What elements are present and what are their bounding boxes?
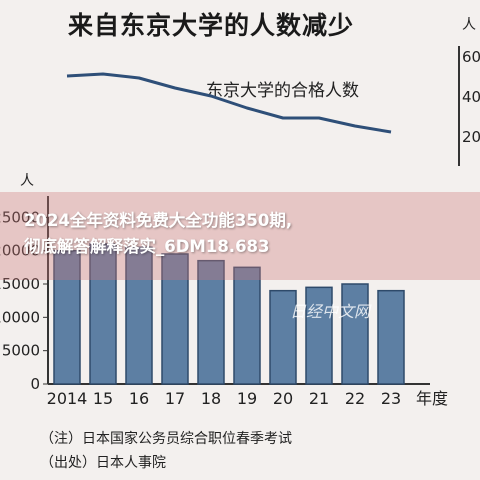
bar (89, 243, 117, 385)
x-axis-tick-label: 23 (381, 389, 401, 408)
x-axis-tick-label: 16 (129, 389, 149, 408)
bar (377, 289, 405, 385)
overlay-band (0, 192, 480, 280)
x-axis-unit: 年度 (416, 389, 448, 408)
logo-text: 日经中文网 (290, 302, 371, 321)
footnote-source: （出处）日本人事院 (40, 455, 166, 471)
line-series-label: 东京大学的合格人数 (206, 81, 359, 101)
bar (53, 249, 81, 385)
bar (305, 286, 333, 385)
left-axis-tick-label: 10000 (0, 308, 40, 326)
left-axis-tick-label: 0 (30, 375, 40, 393)
bar (125, 246, 153, 385)
footnote-note: （注）日本国家公务员综合职位春季考试 (40, 431, 292, 447)
left-axis-tick-label: 25000 (0, 208, 40, 226)
right-axis-tick: 60 (462, 48, 480, 66)
x-axis-tick-label: 20 (273, 389, 293, 408)
x-axis-tick-label: 22 (345, 389, 365, 408)
line-series (66, 72, 392, 134)
bar (269, 289, 297, 385)
bar (341, 283, 369, 385)
overlay-text: 2024全年资料免费大全功能350期, 彻底解答解释落实_6DM18.683 (24, 211, 293, 256)
chart-title: 来自东京大学的人数减少 (68, 11, 355, 40)
x-axis-tick-label: 18 (201, 389, 221, 408)
left-axis-tick-label: 5000 (2, 342, 40, 360)
right-axis-unit: 人 (462, 17, 476, 33)
x-axis-tick-label: 15 (93, 389, 113, 408)
left-axis-unit: 人 (20, 173, 34, 189)
left-axis-tick-label: 15000 (0, 275, 40, 293)
bar (233, 266, 261, 385)
x-axis-tick-label: 17 (165, 389, 185, 408)
x-axis-tick-label: 2014 (47, 389, 88, 408)
right-axis-tick: 20 (462, 128, 480, 146)
right-axis-tick: 40 (462, 88, 480, 106)
left-axis-tick-label: 20000 (0, 242, 40, 260)
x-axis-tick-label: 21 (309, 389, 329, 408)
bar (197, 259, 225, 385)
bar (161, 253, 189, 385)
right-y-axis: 人 60 40 20 (458, 17, 480, 168)
x-axis-tick-label: 19 (237, 389, 257, 408)
right-axis-line (458, 46, 460, 166)
